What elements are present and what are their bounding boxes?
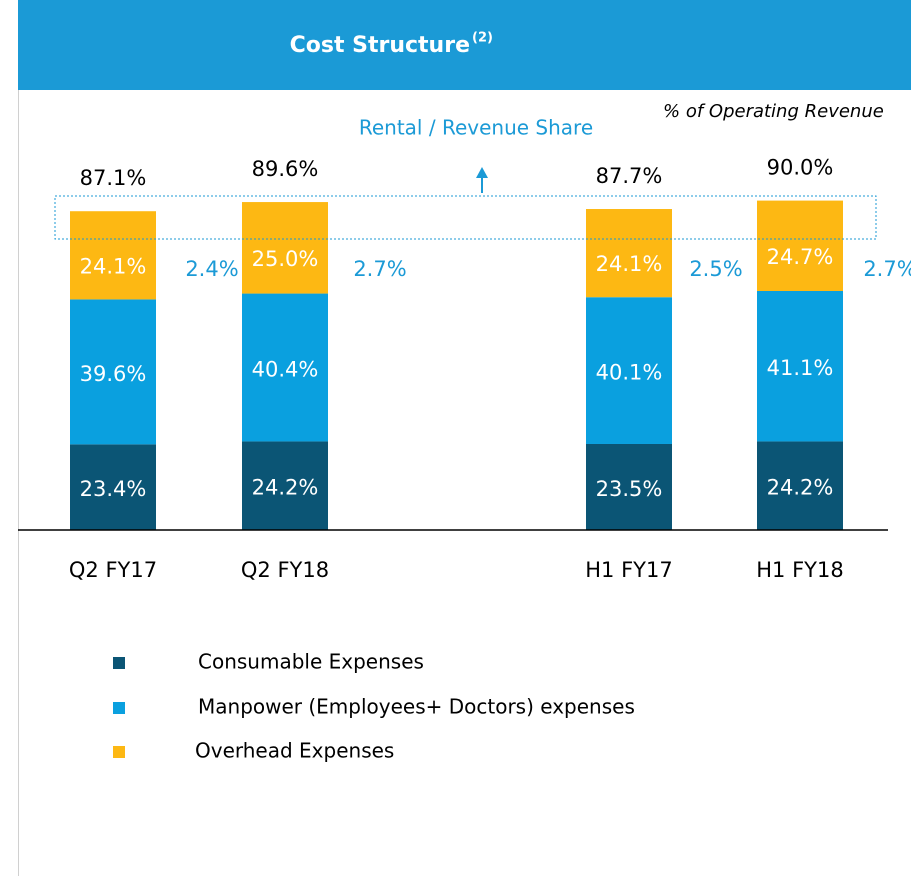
bar-segment — [586, 443, 672, 530]
value-label: 39.6% — [80, 362, 147, 386]
annotation: Rental / Revenue Share — [359, 116, 593, 140]
rental-label: 2.7% — [353, 257, 406, 281]
x-tick-label: Q2 FY17 — [69, 558, 157, 582]
legend-label: Consumable Expenses — [198, 650, 424, 674]
total-label: 87.1% — [80, 166, 147, 190]
value-label: 41.1% — [767, 356, 834, 380]
header-band — [18, 0, 911, 90]
bar-segment — [586, 297, 672, 444]
legend-swatch — [113, 702, 125, 714]
total-label: 90.0% — [767, 156, 834, 180]
bar-segment — [586, 209, 672, 298]
rental-label: 2.5% — [689, 257, 742, 281]
value-label: 23.4% — [80, 477, 147, 501]
bar-segment — [70, 211, 156, 300]
value-label: 24.2% — [767, 476, 834, 500]
subtitle: % of Operating Revenue — [663, 101, 884, 122]
bar-segment — [70, 444, 156, 530]
value-label: 24.7% — [767, 245, 834, 269]
legend-label: Overhead Expenses — [195, 739, 394, 763]
bar-segment — [757, 200, 843, 292]
arrow-head — [476, 167, 488, 178]
total-label: 89.6% — [252, 157, 319, 181]
x-tick-label: Q2 FY18 — [241, 558, 329, 582]
rental-label: 2.7% — [863, 257, 911, 281]
bar-segment — [242, 202, 328, 294]
chart-title: Cost Structure — [290, 33, 470, 58]
value-label: 24.2% — [252, 476, 319, 500]
bar-segment — [242, 441, 328, 530]
value-label: 23.5% — [596, 477, 663, 501]
title-superscript: (2) — [472, 31, 493, 46]
bar-segment — [757, 441, 843, 530]
value-label: 40.4% — [252, 357, 319, 381]
value-label: 24.1% — [596, 252, 663, 276]
value-label: 24.1% — [80, 254, 147, 278]
x-tick-label: H1 FY18 — [756, 558, 843, 582]
value-label: 40.1% — [596, 361, 663, 385]
total-label: 87.7% — [596, 164, 663, 188]
value-label: 25.0% — [252, 247, 319, 271]
rental-label: 2.4% — [185, 257, 238, 281]
legend-swatch — [113, 746, 125, 758]
legend-swatch — [113, 657, 125, 669]
bar-segment — [757, 291, 843, 442]
legend-label: Manpower (Employees+ Doctors) expenses — [198, 695, 635, 719]
x-tick-label: H1 FY17 — [585, 558, 672, 582]
bar-segment — [70, 299, 156, 445]
bar-segment — [242, 293, 328, 442]
